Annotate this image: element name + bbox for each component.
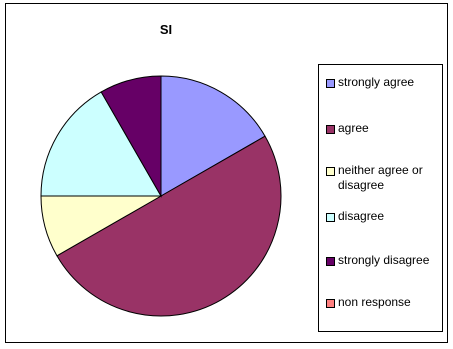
legend-swatch: [326, 299, 335, 308]
legend-item: agree: [326, 121, 441, 136]
legend-label: non response: [338, 295, 411, 309]
legend-swatch: [326, 257, 335, 266]
legend-item: neither agree or disagree: [326, 163, 441, 193]
legend: strongly agree agree neither agree or di…: [318, 64, 443, 332]
legend-label: strongly agree: [338, 75, 415, 89]
legend-label: neither agree or disagree: [338, 163, 423, 192]
legend-swatch: [326, 79, 335, 88]
chart-area: SI strongly agree agree neither agree or…: [5, 3, 448, 343]
legend-swatch: [326, 167, 335, 176]
pie-slice-disagree: [40, 91, 162, 197]
legend-label: agree: [338, 121, 369, 135]
legend-item: strongly agree: [326, 75, 441, 90]
legend-label: disagree: [338, 209, 385, 223]
legend-swatch: [326, 213, 335, 222]
legend-item: strongly disagree: [326, 253, 441, 268]
pie-slice-strongly-disagree: [100, 75, 162, 198]
pie-slice-strongly-agree: [160, 75, 266, 197]
legend-label: strongly disagree: [338, 253, 430, 267]
legend-item: non response: [326, 295, 441, 310]
chart-title: SI: [159, 22, 173, 37]
pie-slice-agree: [56, 135, 282, 317]
pie-chart: [40, 75, 282, 317]
legend-item: disagree: [326, 209, 441, 224]
legend-swatch: [326, 125, 335, 134]
